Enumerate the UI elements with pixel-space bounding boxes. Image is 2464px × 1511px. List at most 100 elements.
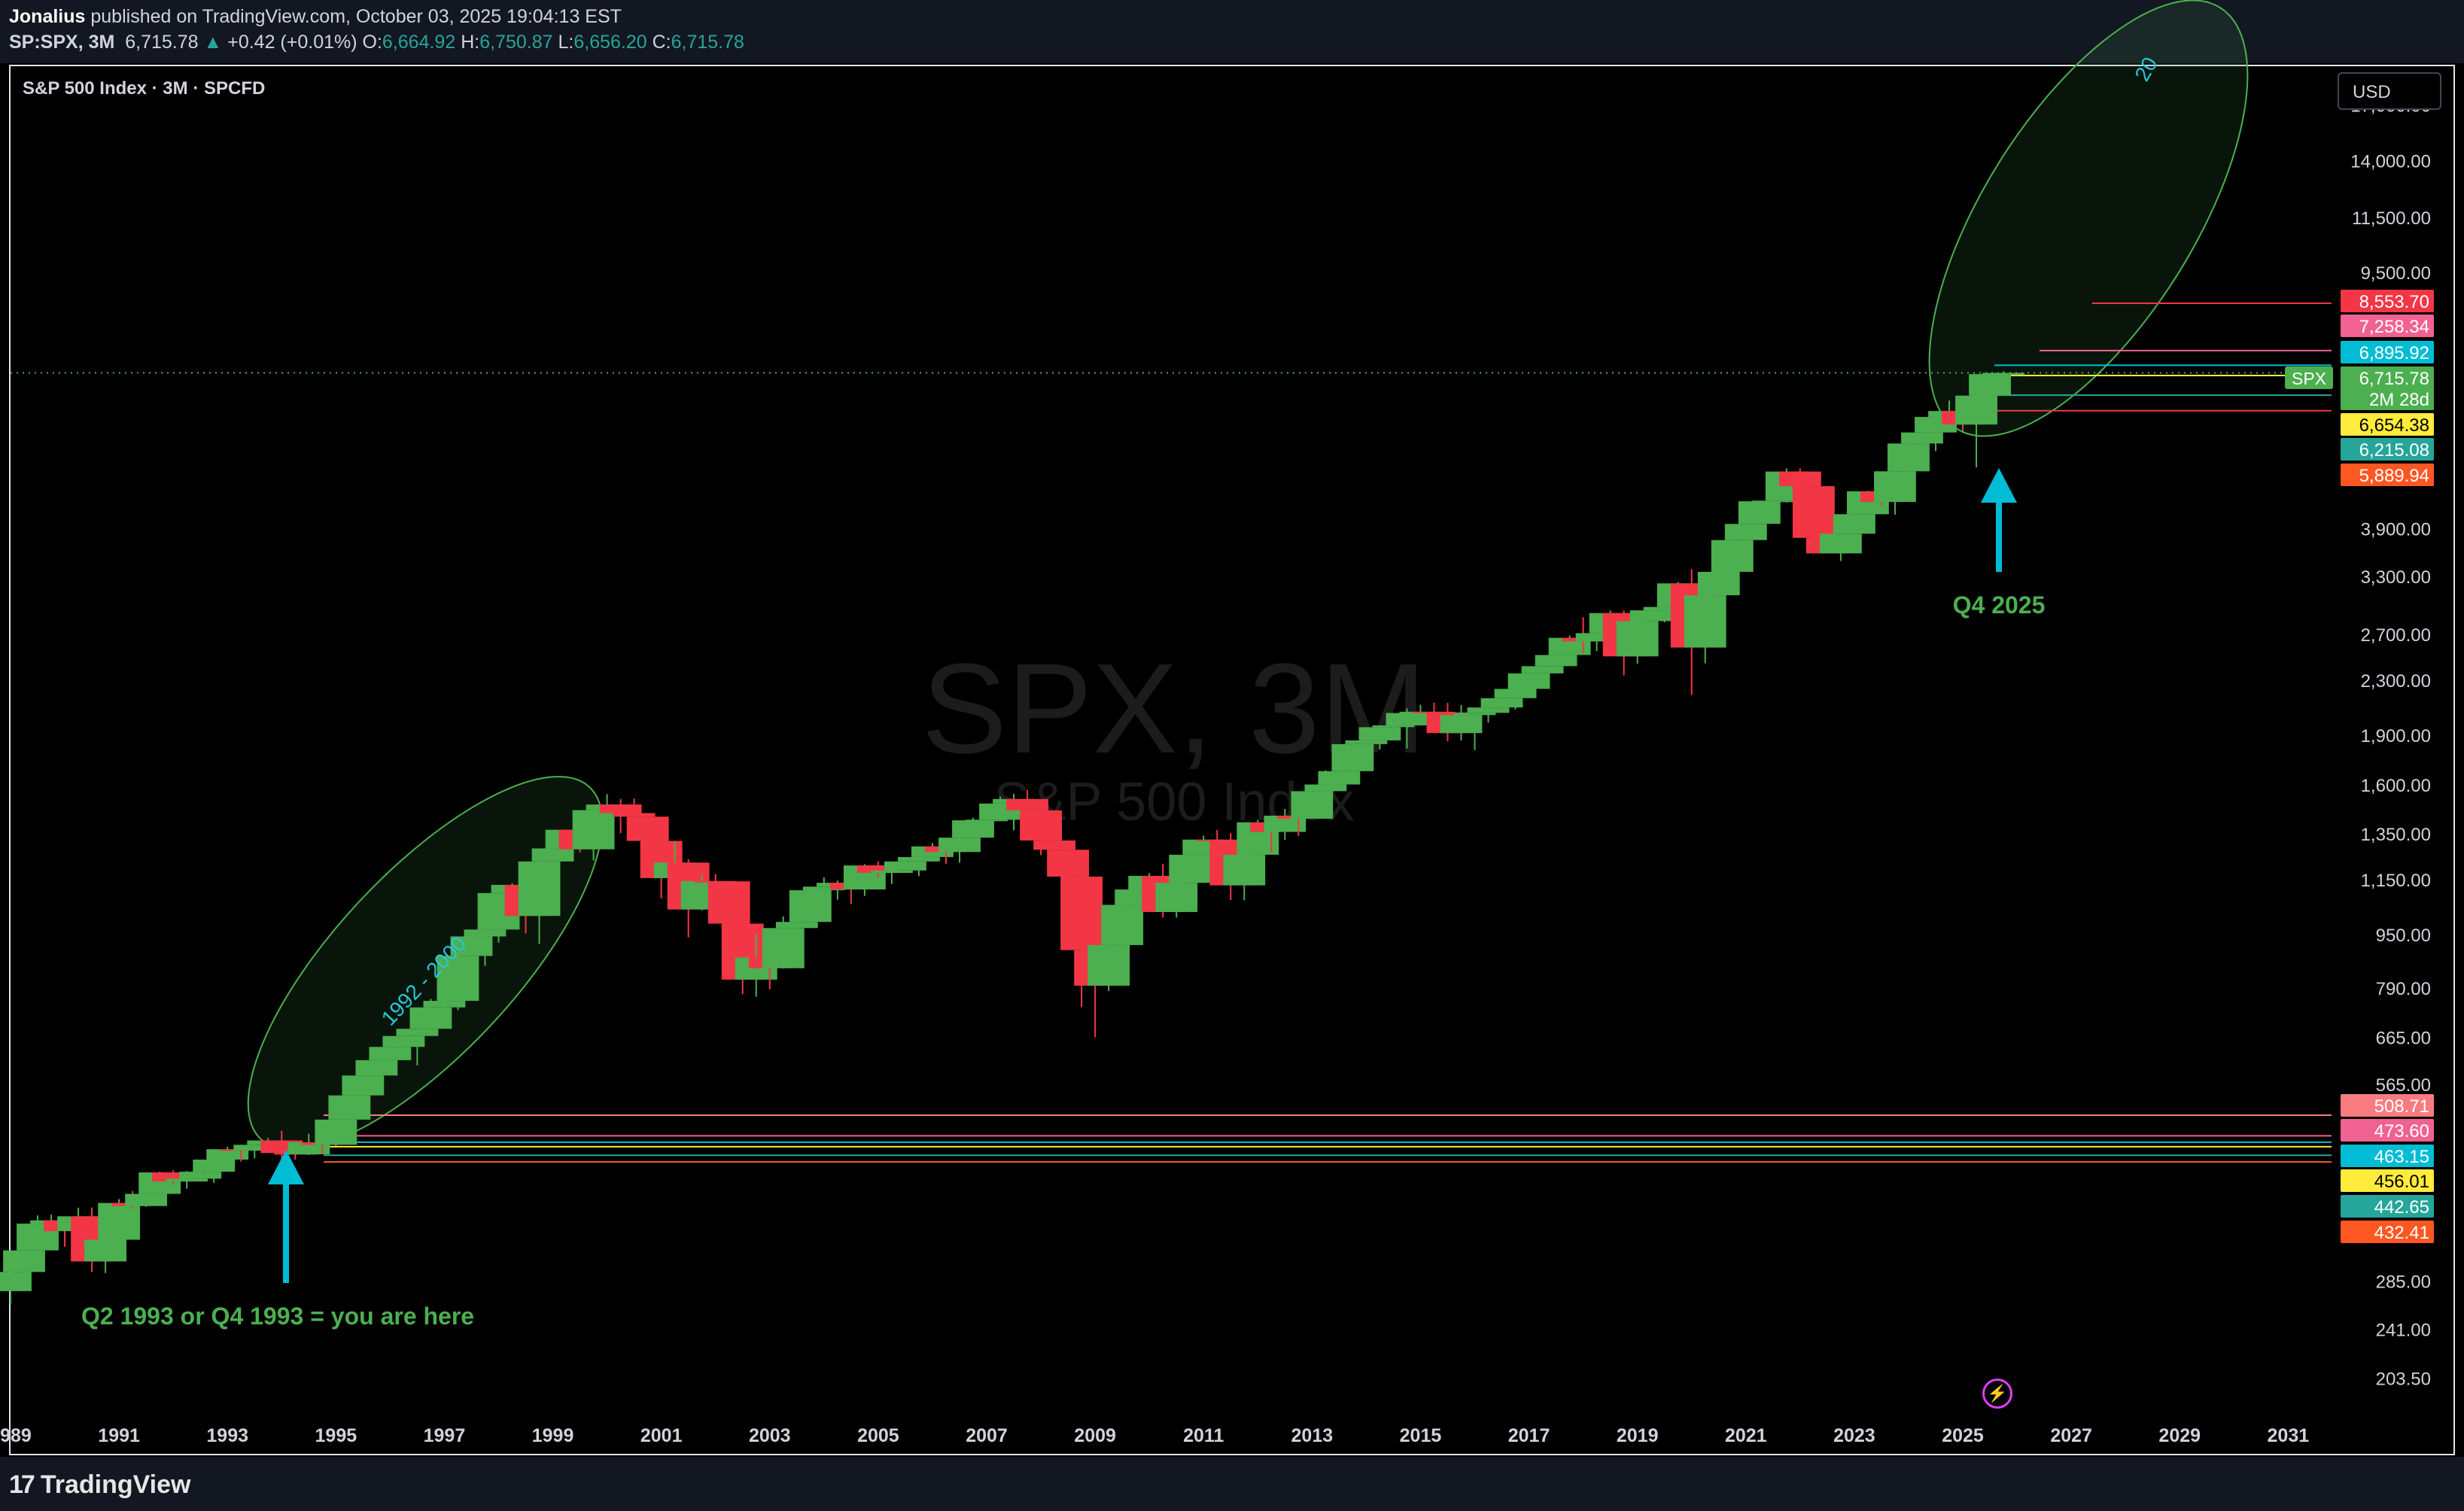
- candle[interactable]: [1386, 708, 1428, 749]
- symbol-tag-label: SPX: [2292, 369, 2326, 388]
- candle-body: [898, 856, 940, 862]
- candle[interactable]: [613, 798, 656, 820]
- candle[interactable]: [1819, 515, 1862, 561]
- x-tick-label: 2023: [1833, 1425, 1875, 1446]
- candle[interactable]: [938, 836, 981, 863]
- candle-body: [802, 886, 845, 891]
- price-tag-label: 8,553.70: [2359, 292, 2429, 312]
- y-tick-label: 3,900.00: [2361, 519, 2431, 540]
- candle-body: [1724, 524, 1767, 540]
- arrow-1993[interactable]: [268, 1150, 304, 1283]
- candle[interactable]: [518, 858, 561, 944]
- candle[interactable]: [762, 916, 805, 969]
- candle[interactable]: [409, 999, 452, 1030]
- currency-button[interactable]: USD: [2338, 72, 2441, 110]
- candle[interactable]: [1223, 847, 1266, 901]
- candle[interactable]: [1724, 523, 1767, 548]
- candle[interactable]: [342, 1074, 385, 1098]
- published-text: published on TradingView.com, October 03…: [90, 6, 622, 27]
- y-tick-label: 950.00: [2376, 926, 2431, 946]
- candle-body: [355, 1060, 398, 1076]
- candle[interactable]: [1047, 842, 1090, 892]
- candle[interactable]: [1616, 618, 1659, 664]
- candle-body: [179, 1172, 222, 1179]
- candle-body: [1358, 727, 1401, 740]
- candle[interactable]: [233, 1142, 276, 1159]
- candle[interactable]: [1440, 705, 1483, 740]
- candle[interactable]: [1535, 655, 1577, 669]
- price-tag-box: [2341, 366, 2434, 389]
- candle[interactable]: [1291, 791, 1334, 819]
- candle[interactable]: [1467, 704, 1510, 723]
- candle[interactable]: [1955, 395, 1997, 468]
- candle[interactable]: [1738, 500, 1781, 526]
- candle[interactable]: [1901, 429, 1943, 461]
- candle-body: [1006, 798, 1048, 810]
- candle[interactable]: [396, 1027, 439, 1066]
- candle[interactable]: [464, 925, 506, 966]
- x-tick-label: 2029: [2158, 1425, 2201, 1446]
- candle[interactable]: [1033, 816, 1076, 852]
- candle-body: [1318, 771, 1361, 785]
- candle-body: [84, 1239, 127, 1262]
- candle[interactable]: [1169, 853, 1212, 886]
- lightning-icon[interactable]: ⚡: [1982, 1379, 2012, 1409]
- candle[interactable]: [328, 1093, 371, 1120]
- candle[interactable]: [1629, 608, 1672, 632]
- candle[interactable]: [1969, 373, 2011, 397]
- price-tag-box: [2341, 464, 2434, 486]
- chart-frame[interactable]: [9, 65, 2455, 1455]
- candle[interactable]: [1264, 809, 1307, 841]
- candle[interactable]: [1684, 583, 1726, 664]
- range-ellipse-2025[interactable]: [1867, 0, 2309, 485]
- price-tag: 6,715.78: [2341, 366, 2434, 389]
- candle-body: [1047, 850, 1090, 877]
- x-tick-label: 2001: [640, 1425, 683, 1446]
- candle-body: [613, 813, 656, 817]
- candle[interactable]: [1358, 725, 1401, 749]
- price-tag: 456.01: [2341, 1169, 2434, 1192]
- range-ellipse-1992-2000[interactable]: [195, 725, 656, 1201]
- candle[interactable]: [84, 1237, 127, 1273]
- candle-body: [1101, 904, 1144, 945]
- candle[interactable]: [3, 1248, 45, 1274]
- up-triangle-icon: ▲: [203, 32, 223, 53]
- price-tag-box: [2341, 1221, 2434, 1243]
- x-tick-label: 1999: [532, 1425, 574, 1446]
- publisher-name[interactable]: Jonalius: [9, 6, 86, 27]
- candle-body: [1982, 372, 2024, 375]
- candle[interactable]: [707, 881, 750, 935]
- candle[interactable]: [802, 877, 845, 897]
- candle-body: [1291, 791, 1334, 819]
- publisher-line: Jonalius published on TradingView.com, O…: [9, 6, 622, 28]
- candle-body: [789, 890, 832, 923]
- candle[interactable]: [98, 1199, 141, 1257]
- arrow-2025[interactable]: [1981, 468, 2017, 572]
- candle[interactable]: [1453, 710, 1496, 750]
- candle[interactable]: [0, 1271, 32, 1304]
- candle-body: [762, 928, 805, 968]
- candle-body: [423, 1001, 466, 1008]
- candle[interactable]: [1982, 371, 2024, 375]
- candle[interactable]: [193, 1156, 236, 1184]
- tradingview-logo[interactable]: 17 TradingView: [9, 1470, 190, 1500]
- candle[interactable]: [1155, 880, 1198, 918]
- candle-body: [1088, 944, 1130, 986]
- candle-body: [1020, 810, 1062, 841]
- candle[interactable]: [315, 1118, 357, 1147]
- candle[interactable]: [789, 890, 832, 924]
- candle-body: [1535, 655, 1577, 667]
- candle[interactable]: [1060, 876, 1103, 1008]
- candle-body: [1507, 673, 1550, 689]
- price-tag-label: 7,258.34: [2359, 317, 2429, 337]
- candle[interactable]: [437, 951, 479, 1011]
- candle[interactable]: [355, 1057, 398, 1082]
- candle-body: [1372, 725, 1415, 728]
- candle[interactable]: [856, 861, 899, 877]
- ohlc-line: SP:SPX, 3M 6,715.78 ▲ +0.42 (+0.01%) O:6…: [9, 32, 744, 53]
- x-tick-label: 2011: [1183, 1425, 1224, 1446]
- candle[interactable]: [1345, 737, 1388, 762]
- price-tag-box: [2341, 1094, 2434, 1117]
- price-tag-box: [2341, 341, 2434, 363]
